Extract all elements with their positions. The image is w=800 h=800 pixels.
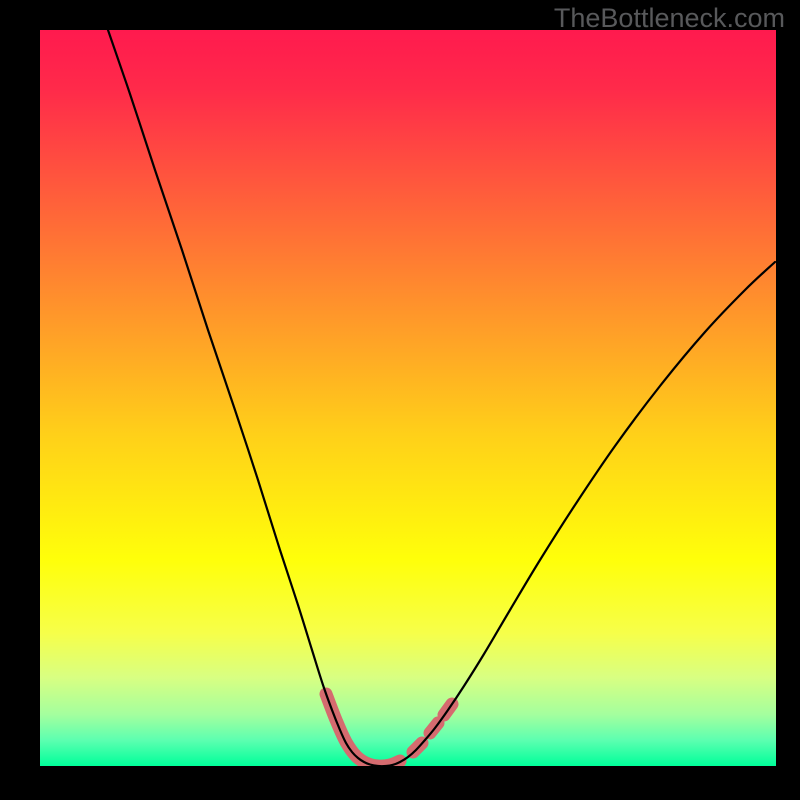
plot-area xyxy=(40,30,776,766)
chart-svg xyxy=(40,30,776,766)
gradient-background xyxy=(40,30,776,766)
watermark-text: TheBottleneck.com xyxy=(554,3,785,34)
figure-root: TheBottleneck.com xyxy=(0,0,800,800)
